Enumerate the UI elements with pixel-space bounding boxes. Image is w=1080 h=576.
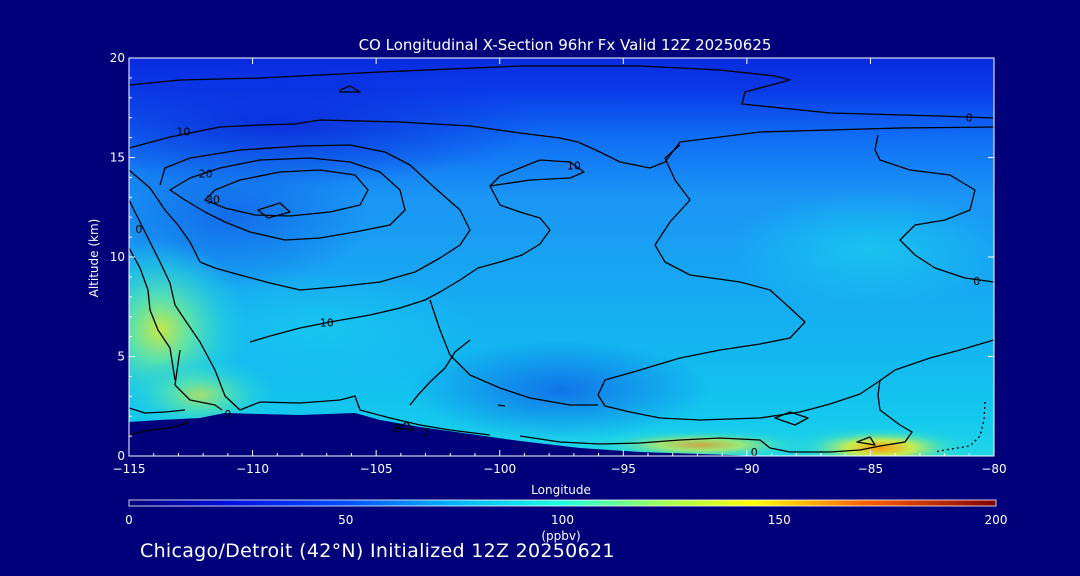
y-tick-label: 20	[110, 51, 125, 65]
contour-line	[129, 144, 471, 291]
x-tick-label: −100	[483, 462, 516, 476]
y-tick-label: 15	[110, 151, 125, 165]
x-tick-label: −115	[113, 462, 146, 476]
contour-line	[359, 409, 491, 436]
colorbar-unit-label: (ppbv)	[541, 529, 580, 543]
co-field: 10 20 30 0 10 0 0 10 0 Z 0 0	[129, 58, 994, 459]
contour-label: 10	[320, 317, 334, 330]
colorbar-tick-label: 150	[768, 513, 791, 527]
x-tick-label: −90	[734, 462, 759, 476]
contour-line	[129, 65, 994, 119]
contour-line	[129, 119, 601, 153]
contour-line	[169, 157, 406, 241]
contour-line	[396, 421, 414, 431]
chart-title: CO Longitudinal X-Section 96hr Fx Valid …	[359, 36, 772, 54]
contour-line	[129, 421, 191, 436]
terrain-mask	[129, 413, 994, 456]
contour-line	[497, 404, 506, 407]
contour-label: 0	[135, 223, 142, 236]
contour-label: 0	[966, 112, 973, 125]
contour-label: Z	[392, 422, 400, 435]
colorbar	[128, 499, 997, 507]
y-tick-label: 10	[110, 250, 125, 264]
footer-init-text: Chicago/Detroit (42°N) Initialized 12Z 2…	[140, 540, 615, 562]
contour-label: 0	[422, 426, 429, 439]
co-field-mid-low	[410, 340, 710, 440]
contour-line	[489, 159, 585, 187]
contour-line	[129, 199, 361, 411]
contour-line	[519, 435, 771, 449]
contour-lines	[129, 65, 994, 453]
contour-line	[339, 85, 361, 93]
co-field-central-boundary	[580, 429, 820, 456]
x-tick-label: −85	[858, 462, 883, 476]
x-tick-label: −110	[236, 462, 269, 476]
x-tick-label: −80	[981, 462, 1006, 476]
x-tick-label: −105	[360, 462, 393, 476]
axes: −115 −110 −105 −100 −95 −90 −85 −80 0 5 10 15 20	[110, 51, 1007, 476]
y-tick-label: 5	[117, 350, 125, 364]
colorbar-ticks: 0 50 100 150 200	[125, 513, 1007, 527]
contour-line	[249, 185, 551, 343]
contour-label: 10	[176, 126, 190, 139]
contour-line	[769, 379, 913, 453]
contour-line	[597, 144, 994, 421]
y-axis-label: Altitude (km)	[87, 219, 101, 298]
contour-label: 0	[224, 408, 231, 421]
colorbar-tick-label: 200	[985, 513, 1008, 527]
contour-line	[774, 411, 809, 426]
contour-labels: 10 20 30 0 10 0 0 10 0 Z 0 0	[135, 112, 980, 459]
contour-label: 20	[199, 167, 213, 180]
contour-line	[204, 169, 369, 217]
contour-line	[174, 349, 223, 411]
contour-line	[429, 299, 598, 406]
colorbar-tick-label: 100	[551, 513, 574, 527]
contour-label: 30	[206, 193, 220, 206]
contour-line	[257, 202, 291, 219]
contour-line	[409, 339, 471, 406]
co-field-east-cyan	[730, 190, 994, 310]
contour-line	[129, 407, 186, 414]
contour-label: 0	[751, 446, 758, 459]
y-tick-label: 0	[117, 449, 125, 463]
contour-line	[129, 247, 176, 381]
contour-label: 0	[973, 275, 980, 288]
contour-line	[856, 436, 876, 446]
contour-line	[874, 134, 994, 283]
x-axis-label: Longitude	[531, 483, 591, 497]
x-tick-label: −95	[611, 462, 636, 476]
contour-line-dotted	[934, 401, 986, 453]
contour-label: 10	[567, 159, 581, 172]
colorbar-tick-label: 0	[125, 513, 133, 527]
colorbar-tick-label: 50	[338, 513, 353, 527]
co-field-east-boundary	[785, 426, 975, 456]
